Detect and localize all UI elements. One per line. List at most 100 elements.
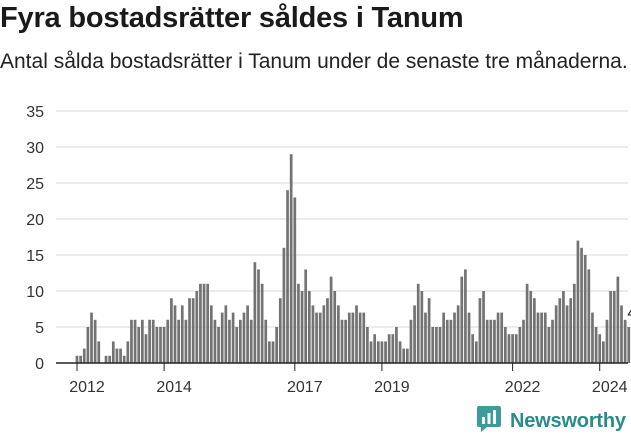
bar [340,319,344,363]
bar [485,319,489,363]
bar [362,312,366,363]
brand-name: Newsworthy [510,409,626,432]
y-tick-label: 0 [35,356,44,373]
bar [140,319,144,363]
bar [380,341,384,363]
bar [260,283,264,363]
x-tick-label: 2024 [592,379,628,396]
bar [79,355,82,363]
bar [402,348,406,363]
bars [75,154,631,363]
y-tick-label: 20 [26,212,44,229]
bar [536,312,540,363]
bar [376,341,380,363]
bar [264,319,268,363]
bar [413,305,416,363]
bar [576,240,580,363]
newsworthy-brand[interactable]: Newsworthy [476,405,626,436]
bar [478,298,482,363]
bar [82,348,86,363]
bar [144,334,148,363]
bar [75,355,79,363]
bar [126,341,130,363]
bar [474,341,478,363]
bar [90,312,93,363]
bar [387,334,391,363]
bar [311,305,315,363]
bar [525,283,529,363]
bar [500,312,504,363]
bar [405,348,409,363]
bar [275,327,278,363]
bar [547,327,551,363]
bar [315,312,318,363]
y-tick-label: 25 [26,176,44,193]
bar [278,298,282,363]
bar [605,319,609,363]
bar [609,291,612,363]
bar [493,319,496,363]
bar [435,327,438,363]
bar [395,327,398,363]
bar [612,291,616,363]
latest-value-label: 4 [627,305,631,322]
bar [460,276,464,363]
x-tick-label: 2014 [156,379,192,396]
bar [449,319,453,363]
bar [471,334,475,363]
bar [580,247,583,363]
bar [228,319,231,363]
bar [329,276,333,363]
bar [420,291,424,363]
bar [257,269,260,363]
bar [119,348,122,363]
bar [587,269,591,363]
bar [148,319,151,363]
bar [282,247,286,363]
bar [159,327,162,363]
bar [155,327,159,363]
bar [616,276,620,363]
bar [442,312,445,363]
bar [496,312,500,363]
bar [409,319,413,363]
bar [438,327,442,363]
bar [206,283,210,363]
bar [540,312,543,363]
bar [297,283,300,363]
bar [242,312,246,363]
y-tick-label: 5 [35,320,44,337]
bar [195,291,199,363]
bar [369,341,373,363]
bar [271,341,275,363]
bar [133,319,137,363]
x-tick-label: 2019 [374,379,410,396]
x-axis-ticks: 2012 2014 2017 2019 2022 2024 [69,363,628,396]
bar [268,341,271,363]
bar [166,319,170,363]
bar [620,305,623,363]
bar [522,319,525,363]
bar [391,334,395,363]
bar [326,298,329,363]
bar [503,327,507,363]
bar [307,291,311,363]
bar [304,269,308,363]
bar [464,269,467,363]
bar [424,312,427,363]
bar [529,291,533,363]
bar [543,312,547,363]
bar [162,327,166,363]
bar [569,298,573,363]
bar [97,341,101,363]
bar [137,327,141,363]
bar [246,305,249,363]
bar [224,305,228,363]
bar [180,305,184,363]
bar [551,319,554,363]
bar [333,291,337,363]
bar [191,298,195,363]
y-tick-label: 35 [26,104,44,121]
gridlines [56,110,628,328]
bar [86,327,90,363]
